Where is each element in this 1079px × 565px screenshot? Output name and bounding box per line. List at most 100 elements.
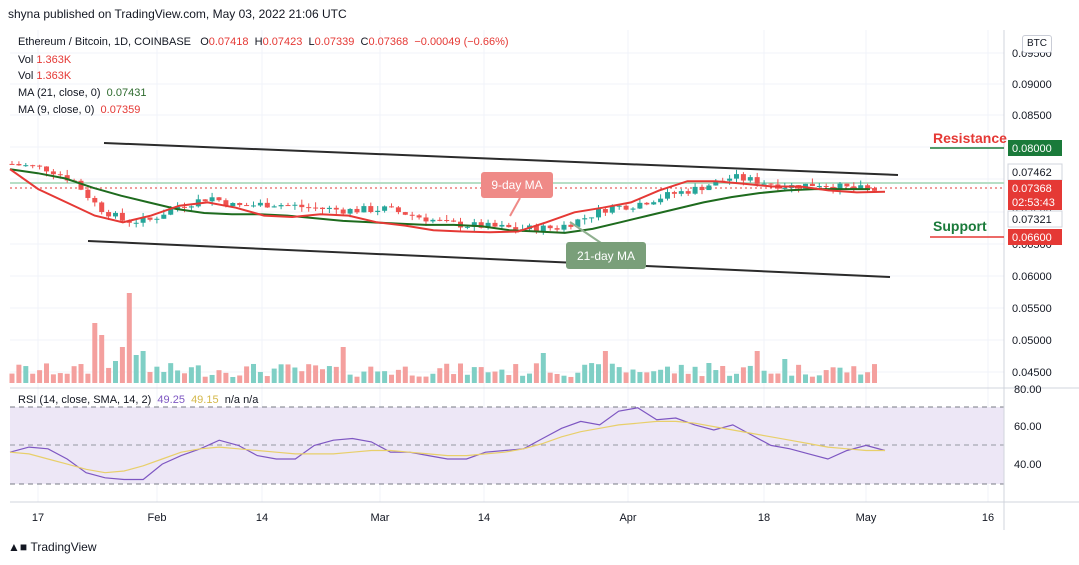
volume-bar [513,364,519,383]
rsi-legend-label[interactable]: RSI (14, close, SMA, 14, 2) [18,394,152,406]
volume-bar [740,367,746,383]
volume-bar [113,361,118,383]
volume-bar [299,371,305,383]
rsi-tick-label: 40.00 [1014,459,1042,471]
volume-bar [644,372,650,383]
price-axis-labels: 0.08000 0.07462 0.07368 02:53:43 0.07321 0.06… [1007,140,1063,245]
legend-ma9-value: 0.07359 [100,104,141,116]
candle-body [533,225,539,232]
volume-bar [616,367,622,383]
price-label-bg [1008,194,1062,210]
rsi-line [9,407,886,481]
volume-bar [872,364,877,383]
candle-body [147,217,153,220]
price-label-text: 0.06600 [1012,232,1052,244]
volume-bar [320,369,325,383]
candle-body [713,180,719,186]
ma9-line [9,168,886,234]
candle-body [554,228,560,230]
volume-bar [851,366,857,383]
volume-bar [416,376,422,383]
volume-bar [195,365,201,383]
rsi-legend-value: 49.25 [157,394,185,406]
volume-bar [444,363,450,383]
price-label-text: 0.07368 [1012,183,1052,195]
legend-h-label: H [254,36,263,48]
candlesticks [9,160,877,235]
volume-bar [803,374,808,383]
volume-bar [209,374,215,383]
candle-body [471,222,477,227]
price-label-text: 0.07321 [1012,214,1052,226]
candle-body [602,209,608,213]
legend-o-value: 0.07418 [208,36,249,48]
volume-bar [161,371,167,383]
volume-bar [796,364,802,383]
volume-bar [16,364,22,383]
volume-bar [285,364,291,383]
volume-bar [747,365,753,383]
candle-body [575,219,581,227]
candle-body [437,219,443,221]
time-tick-label: Mar [371,512,390,524]
candle-body [623,205,629,210]
legend-ma21-value: 0.07431 [106,87,147,99]
candle-body [658,198,664,203]
volume-bar [568,376,574,383]
resistance-label: Resistance [933,130,1007,146]
volume-bar [609,363,615,383]
candle-body [596,209,601,218]
candle-body [582,218,588,220]
volume-bar [168,363,174,383]
tradingview-logo-icon: ▲■ [8,540,28,554]
volume-bar [547,372,553,383]
candle-body [292,204,298,206]
volume-bar [671,373,677,383]
volume-bar [630,369,636,383]
volume-bar [458,363,463,383]
candle-body [50,171,56,175]
rsi-sma-line [9,420,885,474]
support-label: Support [933,218,987,234]
candle-body [692,186,698,194]
candle-body [430,219,436,222]
volume-bar [464,374,470,383]
candle-body [651,202,657,205]
candle-body [354,208,360,213]
ma21-callout: 21-day MA [566,221,646,269]
legend-ma9-label[interactable]: MA (9, close, 0) [18,104,95,116]
tradingview-brand-text: TradingView [30,540,97,554]
candle-body [540,225,546,232]
volume-bar [257,371,263,383]
price-label-bg [1007,210,1063,228]
candle-body [133,222,139,224]
currency-button[interactable]: BTC [1022,35,1052,53]
candle-body [416,215,422,218]
volume-bar [830,367,836,383]
price-tick-label: 0.05000 [1012,335,1052,347]
candle-body [706,185,712,191]
candle-body [734,174,739,179]
legend-vol1-label: Vol [18,54,34,66]
candle-body [678,191,684,194]
legend-vol2-value: 1.363K [36,70,72,82]
candle-body [837,183,843,190]
volume-bar [50,374,56,383]
candle-body [464,226,470,228]
tradingview-logo[interactable]: ▲■ TradingView [8,540,97,554]
rsi-axis-ticks: 80.00 60.00 40.00 [1014,384,1042,471]
volume-bar [154,366,160,383]
legend-ma21-label[interactable]: MA (21, close, 0) [18,87,101,99]
volume-bar [326,366,332,383]
candle-body [644,202,650,205]
volume-bar [430,373,436,383]
candle-body [209,197,215,202]
legend-symbol[interactable]: Ethereum / Bitcoin, 1D, COINBASE [18,36,192,48]
volume-bar [188,367,194,383]
ma9-callout: 9-day MA [481,172,553,217]
candle-body [851,186,857,189]
volume-bar [685,373,691,383]
volume-bar [782,359,788,383]
price-tick-label: 0.05500 [1012,303,1052,315]
